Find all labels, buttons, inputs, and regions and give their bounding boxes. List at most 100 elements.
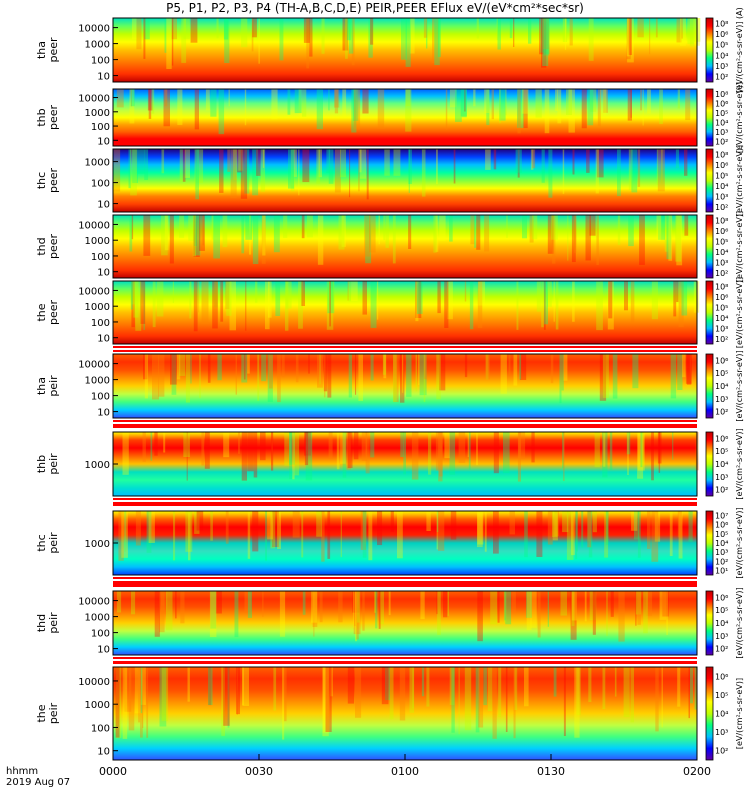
spectrogram-streak (455, 89, 462, 122)
spectrogram-streak (581, 511, 584, 548)
y-axis-label: thb (35, 108, 48, 126)
spectrogram-streak (241, 18, 248, 48)
spectrogram-streak (190, 18, 198, 43)
date-label: 2019 Aug 07 (6, 777, 71, 788)
separator-band-stripe (113, 659, 697, 661)
spectrogram-streak (552, 511, 558, 538)
spectrogram-streak (163, 432, 166, 453)
spectrogram-streak (128, 667, 135, 731)
spectrogram-streak (544, 89, 550, 134)
spectrogram-streak (493, 432, 499, 474)
colorbar-tick-label: 10⁶ (715, 161, 728, 170)
y-tick-label: 10000 (78, 94, 110, 105)
spectrogram-streak (130, 281, 133, 310)
spectrogram-streak (581, 89, 587, 129)
spectrogram-streak (393, 149, 401, 176)
spectrogram-streak (245, 215, 253, 240)
spectrogram-streak (675, 215, 682, 262)
spectrogram-streak (242, 667, 244, 706)
spectrogram-streak (244, 591, 252, 612)
spectrogram-streak (144, 149, 149, 180)
spectrogram-streak (134, 667, 141, 714)
spectrogram-streak (551, 215, 558, 240)
spectrogram-streak (185, 511, 193, 552)
spectrogram-streak (116, 89, 124, 108)
y-tick-label: 10000 (78, 677, 110, 688)
spectrogram-streak (626, 18, 631, 60)
spectrogram-streak (258, 18, 260, 64)
spectrogram-streak (309, 18, 313, 57)
x-tick-label: 0000 (99, 765, 127, 778)
spectrogram-streak (225, 281, 230, 310)
spectrogram-streak (405, 18, 411, 67)
spectrogram-streak (211, 215, 214, 240)
y-tick-label: 10 (97, 268, 110, 279)
spectrogram-streak (673, 281, 677, 317)
spectrogram-streak (467, 432, 469, 458)
spectrogram-streak (316, 149, 321, 184)
spectrogram-streak (630, 89, 632, 118)
spectrogram-streak (540, 18, 546, 53)
spectrogram-streak (247, 511, 251, 559)
spectrogram-streak (682, 354, 686, 378)
y-tick-label: 10000 (78, 286, 110, 297)
y-axis-label: peer (47, 300, 60, 326)
spectrogram-streak (528, 18, 532, 44)
spectrogram-streak (562, 432, 565, 469)
colorbar-tick-label: 10³ (715, 128, 728, 137)
spectrogram-streak (584, 591, 587, 622)
spectrogram-streak (627, 18, 634, 63)
spectrogram-streak (470, 215, 475, 245)
spectrogram-streak (362, 591, 365, 631)
spectrogram-streak (408, 149, 410, 193)
spectrogram-streak (147, 89, 153, 111)
spectrogram-streak (244, 149, 250, 194)
spectrogram-streak (355, 667, 362, 718)
spectrogram-streak (476, 432, 478, 466)
panel-frame (112, 280, 698, 345)
spectrogram-streak (256, 149, 261, 176)
spectrogram-streak (154, 432, 158, 456)
spectrogram-streak (247, 432, 254, 472)
spectrogram-streak (383, 215, 386, 241)
spectrogram-streak (198, 281, 200, 313)
spectrogram-streak (347, 18, 351, 41)
y-axis-label: the (35, 303, 48, 321)
spectrogram-streak (172, 281, 174, 303)
spectrogram-streak (292, 511, 300, 538)
spectrogram-streak (506, 215, 508, 238)
spectrogram-streak (519, 354, 522, 380)
spectrogram-streak (560, 591, 567, 616)
colorbar (705, 148, 714, 213)
colorbar-tick-label: 10² (715, 73, 728, 82)
spectrogram-streak (419, 354, 427, 396)
colorbar (705, 510, 714, 576)
spectrogram-streak (166, 591, 173, 631)
spectrogram-streak (353, 432, 359, 460)
spectrogram-streak (271, 432, 274, 471)
colorbar-tick-label: 10⁵ (715, 303, 728, 312)
spectrogram-streak (602, 432, 608, 478)
spectrogram-streak (290, 149, 295, 192)
spectrogram-streak (517, 89, 524, 128)
spectrogram-streak (651, 281, 658, 320)
spectrogram-streak (587, 511, 592, 548)
colorbar-tick-label: 10⁸ (715, 90, 728, 99)
spectrogram-streak (542, 18, 549, 66)
spectrogram-streak (374, 591, 376, 613)
spectrogram-streak (651, 511, 659, 562)
spectrogram-streak (603, 432, 606, 467)
spectrogram-streak (518, 432, 526, 459)
spectrogram-streak (268, 354, 273, 389)
spectrogram-streak (370, 18, 374, 45)
spectrogram-streak (641, 432, 645, 466)
spectrogram-streak (273, 215, 280, 253)
spectrogram-streak (135, 281, 142, 331)
spectrogram-streak (444, 281, 449, 328)
spectrogram-streak (251, 18, 254, 52)
spectrogram-streak (298, 281, 303, 329)
spectrogram-streak (385, 667, 390, 701)
spectrogram-streak (433, 215, 437, 253)
y-tick-label: 1000 (85, 40, 110, 51)
spectrogram-streak (405, 89, 411, 107)
